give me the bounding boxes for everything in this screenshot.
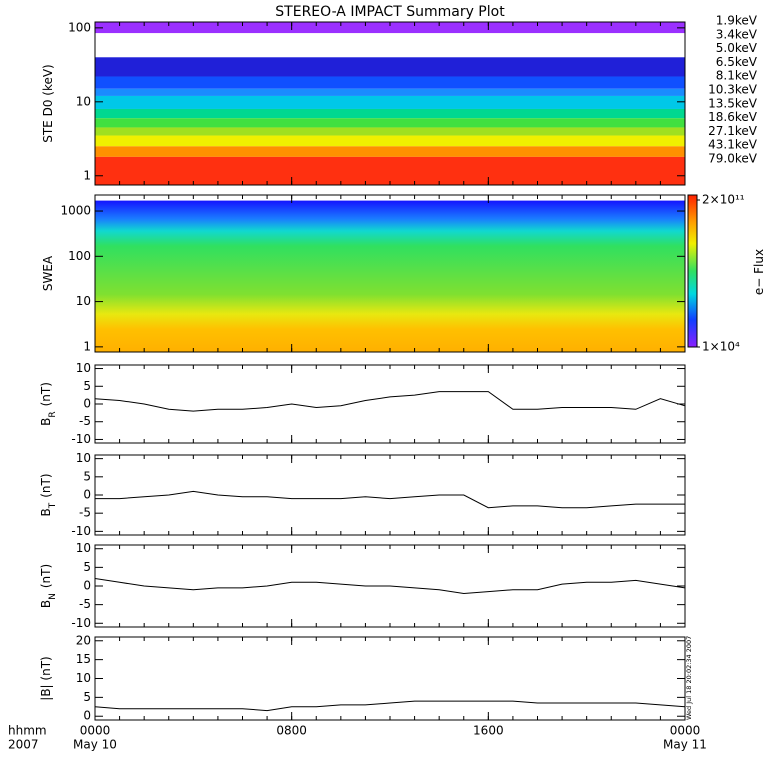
y-axis-label-part: |B| (nT) (39, 656, 53, 700)
y-axis-label-part: N (48, 593, 58, 600)
y-tick-label: 20 (76, 633, 91, 647)
y-tick-label: 5 (83, 469, 91, 483)
energy-band (95, 57, 685, 77)
y-tick-label: 10 (76, 361, 91, 375)
y-tick-label: -10 (71, 616, 91, 630)
x-tick-label: 0000 (80, 724, 111, 738)
y-axis-label-part: (nT) (39, 564, 53, 588)
y-tick-label: 10 (76, 94, 91, 108)
y-tick-label: 0 (83, 579, 91, 593)
x-tick-label: 1600 (473, 724, 504, 738)
energy-band (95, 108, 685, 119)
y-tick-label: 100 (68, 20, 91, 34)
colorbar-title: e− Flux (752, 249, 766, 295)
timestamp: Wed Jul 18 20:02:34 2007 (685, 636, 693, 720)
legend-entry: 79.0keV (708, 152, 758, 166)
x-tick-label: 0000 (670, 724, 701, 738)
energy-band (95, 95, 685, 109)
y-tick-label: 5 (83, 560, 91, 574)
energy-band (95, 22, 685, 34)
legend-entry: 18.6keV (708, 110, 758, 124)
y-tick-label: -10 (71, 432, 91, 446)
date-label: May 10 (73, 738, 117, 752)
energy-band (95, 156, 685, 185)
panel-frame (94, 636, 686, 721)
y-tick-label: 10 (76, 671, 91, 685)
y-tick-label: 1000 (60, 204, 91, 218)
y-axis-label-part: T (48, 502, 58, 509)
field-line (94, 700, 686, 712)
y-axis-label: BR (nT) (39, 382, 58, 426)
y-tick-label: 10 (76, 294, 91, 308)
y-axis-label: BT (nT) (39, 473, 58, 516)
y-tick-label: 0 (83, 709, 91, 723)
y-axis-label-part: (nT) (39, 473, 53, 497)
y-tick-label: 0 (83, 397, 91, 411)
y-axis-label-part: B (39, 418, 53, 426)
y-tick-label: 1 (83, 339, 91, 353)
field-line (95, 490, 685, 509)
y-axis-label-part: SWEA (41, 255, 55, 291)
y-axis-label-part: B (39, 600, 53, 608)
y-tick-label: -5 (79, 414, 91, 428)
field-line (94, 391, 686, 412)
legend-entry: 43.1keV (708, 138, 758, 152)
energy-band (95, 146, 685, 157)
energy-band (95, 88, 685, 96)
y-axis-label-part: R (48, 411, 58, 417)
y-tick-label: 10 (76, 541, 91, 555)
x-tick-label: 0800 (276, 724, 307, 738)
date-label: May 11 (663, 738, 707, 752)
energy-band (95, 76, 685, 89)
y-axis-label: BN (nT) (39, 564, 58, 608)
spectrogram (95, 200, 685, 352)
colorbar-label: 1×10⁴ (702, 340, 740, 354)
y-axis-label-part: B (39, 508, 53, 516)
y-axis-label: STE D0 (keV) (41, 64, 55, 143)
legend-entry: 10.3keV (708, 83, 758, 97)
energy-band (95, 118, 685, 128)
panel-frame (94, 364, 686, 444)
legend-entry: 5.0keV (716, 41, 758, 55)
y-tick-label: 5 (83, 690, 91, 704)
y-tick-label: 10 (76, 451, 91, 465)
y-tick-label: 1 (83, 168, 91, 182)
legend-entry: 8.1keV (716, 69, 758, 83)
legend-entry: 27.1keV (708, 124, 758, 138)
y-axis-label-part: STE D0 (keV) (41, 64, 55, 143)
legend-entry: 1.9keV (716, 14, 758, 28)
y-tick-label: 0 (83, 488, 91, 502)
axis-row-label: hhmm (8, 724, 47, 738)
energy-band (95, 135, 685, 147)
field-line (94, 578, 686, 595)
panel-frame (94, 454, 686, 536)
legend-entry: 3.4keV (716, 27, 758, 41)
colorbar-label: 2×10¹¹ (702, 193, 745, 207)
y-tick-label: -5 (79, 506, 91, 520)
y-tick-label: 5 (83, 379, 91, 393)
y-tick-label: 100 (68, 249, 91, 263)
axis-row-label: 2007 (8, 738, 39, 752)
legend-entry: 13.5keV (708, 96, 758, 110)
y-tick-label: -10 (71, 524, 91, 538)
energy-band (95, 127, 685, 136)
legend-entry: 6.5keV (716, 55, 758, 69)
y-axis-label: |B| (nT) (39, 656, 53, 700)
y-tick-label: 15 (76, 652, 91, 666)
y-tick-label: -5 (79, 597, 91, 611)
chart-title: STEREO-A IMPACT Summary Plot (275, 4, 505, 20)
y-axis-label-part: (nT) (39, 382, 53, 406)
colorbar (687, 194, 698, 348)
y-axis-label: SWEA (41, 255, 55, 291)
